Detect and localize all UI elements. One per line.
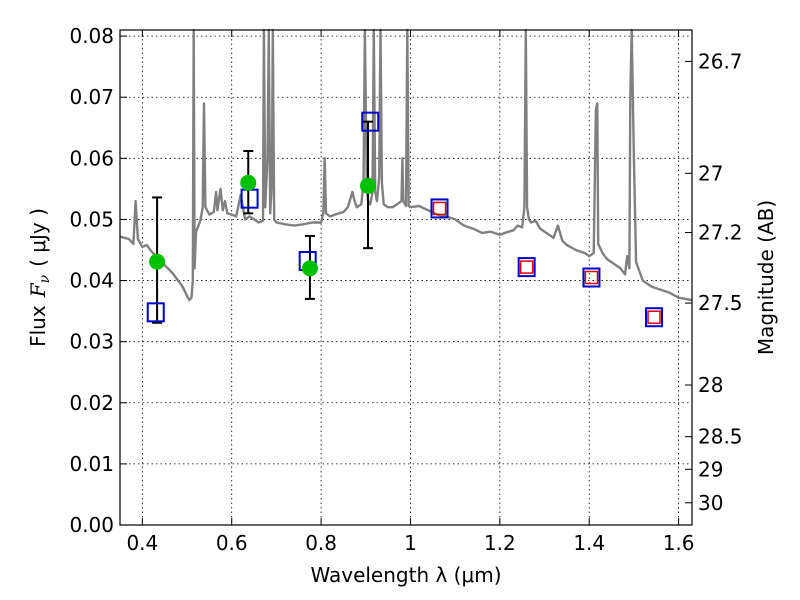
y-tick-label: 0.08 [69, 24, 114, 48]
observed-point [301, 260, 318, 277]
model-marker-inner [519, 260, 534, 274]
y-tick-label: 0.04 [69, 269, 114, 293]
observed-markers [149, 174, 377, 277]
right-tick-label: 29 [698, 457, 723, 481]
y-axis-left: 0.00 0.01 0.02 0.03 0.04 0.05 0.06 0.07 0.08 [69, 24, 127, 537]
right-tick-label: 27 [698, 161, 723, 185]
right-tick-label: 28.5 [698, 425, 743, 449]
observed-point [360, 177, 377, 194]
y-axis-title: Flux Fν ( μJy ) [26, 208, 53, 347]
model-marker [146, 302, 165, 323]
right-tick-label: 30 [698, 491, 723, 515]
plot-frame [119, 29, 693, 526]
model-marker [582, 267, 601, 288]
spectrum-line [119, 28, 693, 302]
right-tick-label: 27.5 [698, 291, 743, 315]
x-tick-label: 1.4 [573, 531, 605, 555]
right-tick-label: 26.7 [698, 49, 743, 73]
y-axis-title-unit: ( μJy ) [26, 208, 50, 267]
model-marker [517, 257, 536, 278]
y-tick-label: 0.02 [69, 391, 114, 415]
x-tick-label: 0.8 [305, 531, 337, 555]
model-marker [430, 198, 449, 219]
y-axis-title-prefix: Flux [26, 305, 50, 347]
observed-point [149, 253, 166, 270]
spectrum-layer [119, 28, 693, 302]
x-tick-label: 1 [404, 531, 417, 555]
x-tick-label: 0.4 [126, 531, 158, 555]
model-marker [240, 188, 259, 209]
model-marker-inner [647, 310, 661, 324]
model-marker-inner [432, 201, 447, 216]
y-axis-title-symbol: F [26, 282, 50, 298]
model-marker [645, 307, 664, 328]
x-tick-label: 1.6 [663, 531, 695, 555]
x-axis: 0.4 0.6 0.8 1 1.2 1.4 1.6 [126, 30, 695, 555]
y-tick-label: 0.01 [69, 452, 114, 476]
y-tick-label: 0.06 [69, 146, 114, 170]
x-axis-title: Wavelength λ (μm) [310, 563, 501, 587]
x-tick-label: 1.2 [484, 531, 516, 555]
model-markers [146, 111, 664, 328]
y-tick-label: 0.07 [69, 85, 114, 109]
grid [120, 30, 692, 525]
right-tick-label: 28 [698, 373, 723, 397]
observed-point [240, 174, 257, 191]
y-tick-label: 0.05 [69, 207, 114, 231]
model-marker-inner [584, 270, 599, 285]
model-marker [361, 111, 380, 132]
right-tick-label: 27.2 [698, 221, 743, 245]
y-tick-label: 0.03 [69, 330, 114, 354]
y-axis-right-title: Magnitude (AB) [754, 200, 778, 355]
y-tick-label: 0.00 [69, 513, 114, 537]
y-axis-right: 26.7 27 27.2 27.5 28 28.5 29 30 [685, 49, 743, 515]
y-axis-title-subscript: ν [37, 274, 53, 283]
x-tick-label: 0.6 [216, 531, 248, 555]
